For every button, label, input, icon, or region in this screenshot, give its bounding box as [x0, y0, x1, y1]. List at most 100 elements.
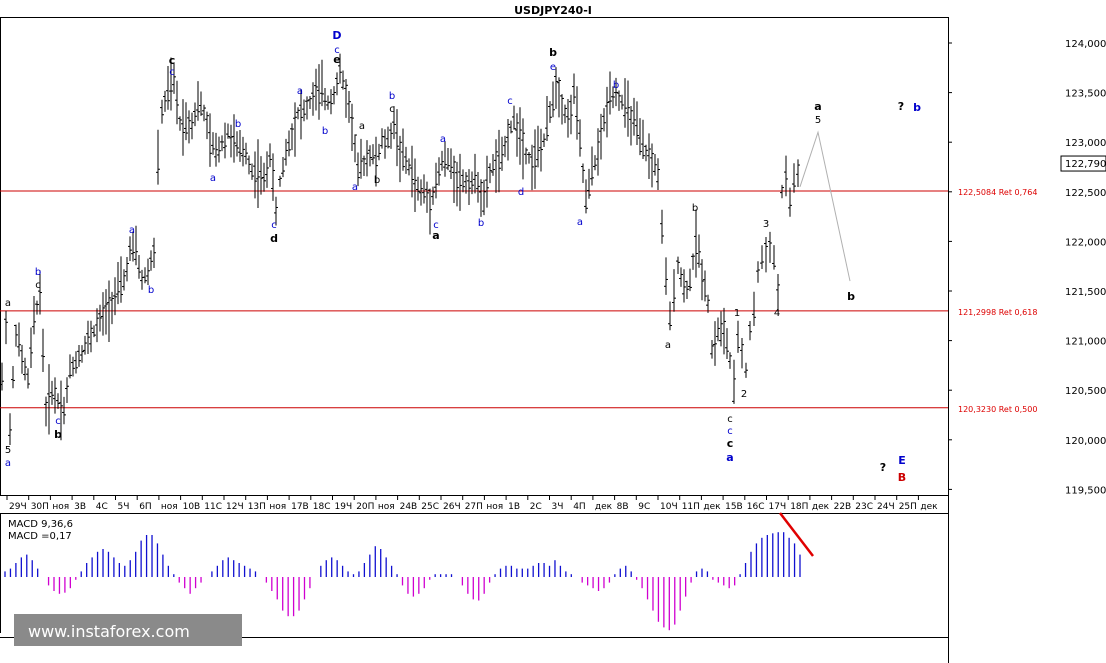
time-tick-label: 8В [617, 502, 629, 512]
time-tick-label: 18С [313, 502, 331, 512]
wave-label: a [432, 229, 439, 242]
price-bar [578, 119, 582, 157]
price-bar [359, 138, 363, 179]
price-bar [479, 179, 483, 217]
time-tick-label: ноя [52, 502, 69, 512]
time-tick-label: 18П [790, 502, 808, 512]
price-tick-label: 121,000 [1065, 337, 1106, 348]
time-tick-label: 9С [638, 502, 650, 512]
time-tick-label: 3Ч [552, 502, 564, 512]
price-bar [780, 184, 784, 199]
price-bar [77, 345, 81, 367]
price-bar [431, 186, 435, 205]
price-bar [725, 328, 729, 360]
price-bar [437, 157, 441, 186]
price-bar [284, 138, 288, 166]
price-bar [335, 72, 339, 96]
price-bar [635, 101, 639, 146]
price-bar [4, 310, 8, 345]
price-bar [332, 86, 336, 105]
ret-level-label: 121,2998 Ret 0,618 [958, 308, 1037, 317]
price-bar [503, 135, 507, 158]
price-bar [317, 64, 321, 120]
price-bar [44, 396, 48, 427]
price-bar [29, 327, 33, 368]
price-bar [599, 113, 603, 160]
time-tick-label: 30П [31, 502, 49, 512]
price-bar [208, 113, 212, 167]
price-bar [83, 335, 87, 355]
wave-label: 1 [734, 308, 740, 319]
price-bar [107, 280, 111, 343]
price-bar [425, 181, 429, 213]
wave-label: B [898, 471, 906, 484]
price-bar [629, 105, 633, 146]
price-bar [461, 169, 465, 193]
ret-level-label: 122,5084 Ret 0,764 [958, 188, 1037, 197]
time-tick-label: ноя [486, 502, 503, 512]
price-bar [386, 126, 390, 149]
time-tick-label: 17Ч [769, 502, 787, 512]
price-bar [548, 101, 552, 123]
price-bar [440, 150, 444, 171]
ret-level-label: 120,3230 Ret 0,500 [958, 405, 1037, 414]
price-bar [238, 130, 242, 162]
price-bar [706, 294, 710, 313]
wave-label: a [210, 173, 216, 184]
time-tick-label: ноя [269, 502, 286, 512]
price-bar [617, 90, 621, 111]
price-bar [365, 140, 369, 177]
price-bar [125, 257, 129, 282]
wave-label: b [847, 290, 855, 303]
wave-label: a [577, 217, 583, 228]
price-bar [35, 300, 39, 315]
price-bar [416, 176, 420, 201]
wave-label: 5 [815, 115, 821, 126]
price-bar [455, 161, 459, 207]
time-tick-label: 1В [508, 502, 520, 512]
price-bar [89, 320, 93, 353]
price-bar [371, 144, 375, 165]
price-bar [539, 128, 543, 172]
price-bar [250, 163, 254, 180]
wave-label: c [389, 104, 395, 115]
wave-label: a [440, 134, 446, 145]
price-bar [116, 262, 120, 305]
price-bar [110, 291, 114, 325]
time-tick-label: 4С [96, 502, 108, 512]
price-bar [614, 77, 618, 107]
wave-label: c [334, 45, 340, 56]
price-bar [187, 110, 191, 144]
price-bar [323, 88, 327, 111]
price-bar [156, 129, 160, 185]
price-bar [232, 114, 236, 163]
time-tick-label: 26Ч [443, 502, 461, 512]
time-tick-label: 13П [248, 502, 266, 512]
time-tick-label: 22В [834, 502, 852, 512]
price-bar [122, 269, 126, 291]
current-price-marker: 122,790 [1060, 155, 1106, 172]
price-bar [296, 107, 300, 120]
price-bar [506, 119, 510, 161]
time-tick-label: дек [920, 502, 938, 512]
price-bar [152, 237, 156, 269]
price-bar [542, 133, 546, 148]
price-bar [596, 128, 600, 176]
price-bar [205, 111, 209, 140]
price-bar [0, 362, 4, 391]
wave-label: c [35, 280, 41, 291]
price-bar [796, 159, 800, 188]
price-bar [274, 196, 278, 226]
price-bar [290, 123, 294, 151]
price-bar [350, 103, 354, 151]
price-bar [488, 163, 492, 184]
price-bar [776, 273, 780, 312]
price-bar [190, 112, 194, 140]
price-bar [193, 102, 197, 127]
wave-label: b [235, 119, 241, 130]
price-bar [626, 80, 630, 137]
price-bar [172, 63, 176, 94]
price-bar [271, 153, 275, 201]
price-bar [605, 86, 609, 138]
